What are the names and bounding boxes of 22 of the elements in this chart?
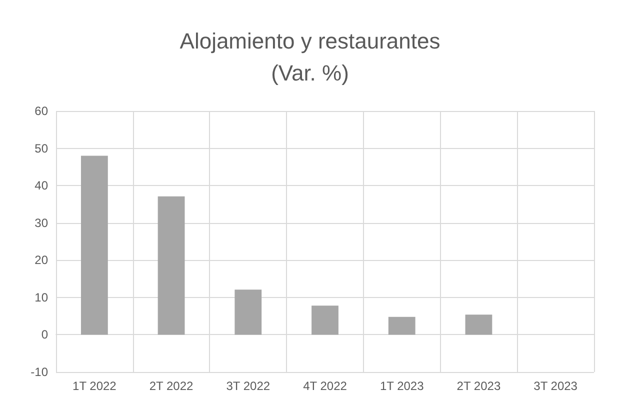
x-tick-label: 3T 2022 [226, 379, 270, 393]
y-tick-label: 0 [41, 328, 48, 342]
y-tick-label: 40 [34, 178, 48, 193]
bar [158, 196, 185, 335]
y-tick-label: 30 [34, 216, 48, 230]
x-tick-label: 1T 2023 [380, 379, 424, 393]
bar [312, 306, 338, 335]
bar [388, 316, 416, 335]
x-tick-label: 3T 2023 [534, 379, 578, 393]
x-tick-label: 4T 2022 [303, 379, 348, 393]
y-tick-label: 60 [34, 104, 48, 118]
bar [465, 314, 492, 335]
y-tick-label: 10 [34, 290, 48, 304]
bar [234, 290, 262, 335]
y-tick-label: -10 [30, 365, 48, 379]
y-tick-label: 20 [34, 253, 48, 268]
x-tick-label: 2T 2023 [456, 379, 501, 393]
x-tick-label: 2T 2022 [149, 379, 194, 393]
y-tick-label: 50 [34, 141, 48, 156]
chart-title: Alojamiento y restaurantes (Var. %) [180, 28, 440, 86]
x-tick-label: 1T 2022 [72, 379, 117, 393]
bar [80, 156, 108, 335]
